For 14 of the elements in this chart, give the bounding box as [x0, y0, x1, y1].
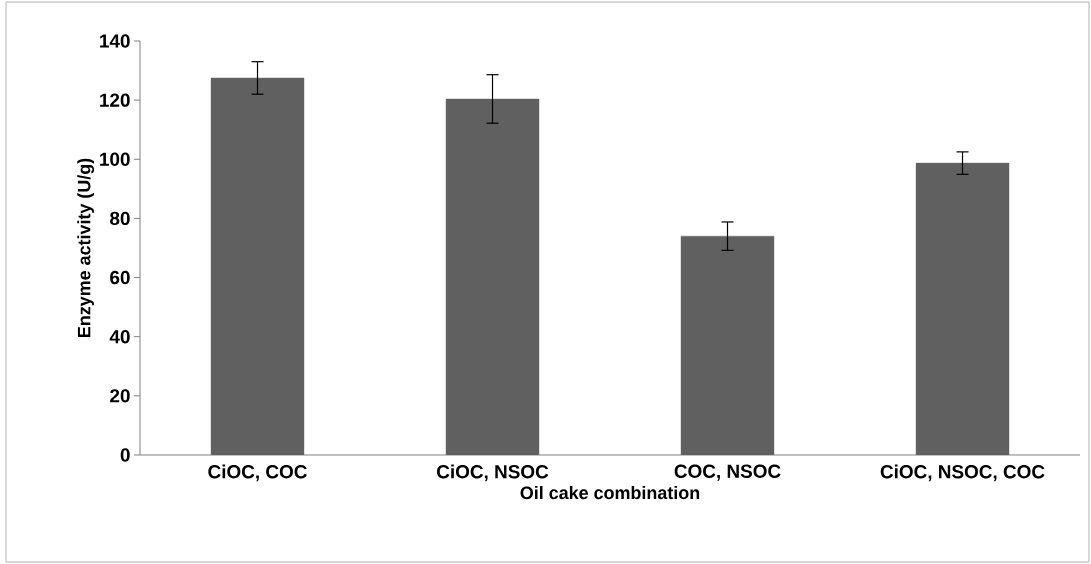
x-tick-label: CiOC, NSOC: [437, 464, 549, 482]
y-tick-label: 40: [109, 330, 130, 344]
x-tick-label: CiOC, COC: [208, 464, 307, 482]
x-tick-label: CiOC, NSOC, COC: [880, 464, 1045, 482]
x-axis-title: Oil cake combination: [520, 485, 700, 500]
y-tick-label: 20: [110, 389, 130, 403]
y-axis-title: Enzyme activity (U/g): [77, 158, 95, 337]
y-tick-label: 60: [110, 270, 130, 285]
y-tick-label: 140: [100, 34, 130, 48]
x-tick-label: COC, NSOC: [674, 464, 781, 481]
y-tick-label: 80: [110, 211, 130, 226]
y-tick-label: 120: [100, 93, 130, 107]
y-tick-label: 100: [100, 152, 130, 166]
y-tick-label: 0: [120, 448, 130, 462]
